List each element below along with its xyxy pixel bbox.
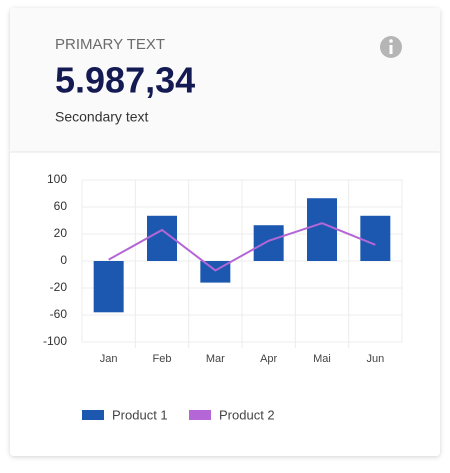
legend-label: Product 1 bbox=[112, 407, 168, 422]
y-tick-label: 20 bbox=[54, 226, 68, 240]
x-tick-label: Jun bbox=[366, 353, 384, 365]
legend-label: Product 2 bbox=[219, 407, 275, 422]
y-tick-label: 0 bbox=[60, 253, 67, 267]
primary-text: PRIMARY TEXT bbox=[55, 36, 165, 53]
info-stem bbox=[389, 45, 393, 54]
y-tick-label: -60 bbox=[50, 307, 68, 321]
main-value: 5.987,34 bbox=[55, 60, 195, 101]
bar bbox=[307, 198, 337, 261]
x-tick-label: Jan bbox=[100, 353, 118, 365]
x-tick-label: Mai bbox=[313, 353, 331, 365]
secondary-text: Secondary text bbox=[55, 109, 148, 125]
bar bbox=[93, 261, 124, 313]
legend-swatch bbox=[189, 410, 211, 420]
card-header bbox=[10, 8, 440, 152]
x-tick-label: Apr bbox=[260, 353, 277, 365]
y-tick-label: -20 bbox=[50, 280, 68, 294]
info-dot bbox=[389, 39, 393, 43]
bar bbox=[360, 215, 391, 261]
x-tick-label: Mar bbox=[206, 353, 225, 365]
line bbox=[108, 222, 376, 272]
y-tick-label: -100 bbox=[43, 334, 67, 348]
y-tick-label: 60 bbox=[54, 199, 68, 213]
x-tick-label: Feb bbox=[153, 353, 172, 365]
bar bbox=[253, 225, 284, 261]
info-icon[interactable] bbox=[380, 36, 402, 58]
legend-swatch bbox=[82, 410, 104, 420]
y-tick-label: 100 bbox=[47, 172, 67, 186]
